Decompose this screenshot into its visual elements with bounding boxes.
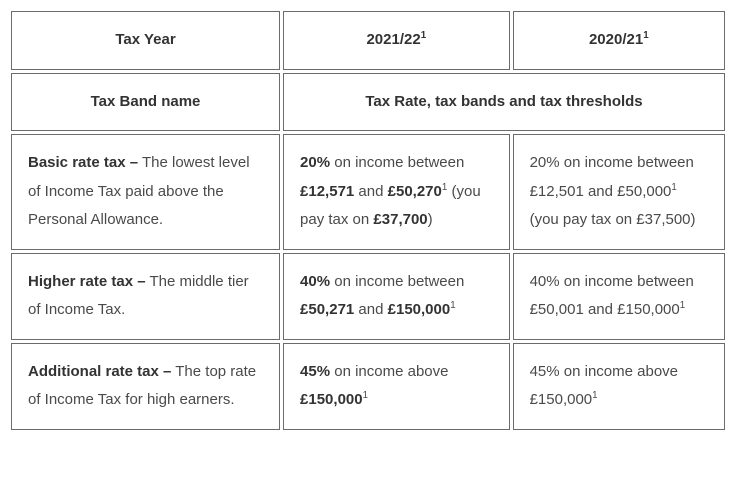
band-description: Additional rate tax – The top rate of In… <box>11 343 280 430</box>
header-year-2021: 2021/221 <box>283 11 510 70</box>
band-description: Higher rate tax – The middle tier of Inc… <box>11 253 280 340</box>
band-name-label: Higher rate tax – <box>28 273 146 290</box>
rate-2021: 45% on income above £150,0001 <box>283 343 510 430</box>
rate-2020: 40% on income between £50,001 and £150,0… <box>513 253 725 340</box>
header-row-2: Tax Band name Tax Rate, tax bands and ta… <box>11 73 725 132</box>
table-row: Basic rate tax – The lowest level of Inc… <box>11 134 725 250</box>
band-name-label: Basic rate tax – <box>28 154 138 171</box>
table-row: Additional rate tax – The top rate of In… <box>11 343 725 430</box>
header-row-1: Tax Year 2021/221 2020/211 <box>11 11 725 70</box>
band-name-label: Additional rate tax – <box>28 363 171 380</box>
header-tax-year: Tax Year <box>11 11 280 70</box>
rate-2020: 45% on income above £150,0001 <box>513 343 725 430</box>
tax-table: Tax Year 2021/221 2020/211 Tax Band name… <box>8 8 728 433</box>
rate-2021: 20% on income between £12,571 and £50,27… <box>283 134 510 250</box>
band-description: Basic rate tax – The lowest level of Inc… <box>11 134 280 250</box>
header-year-2020: 2020/211 <box>513 11 725 70</box>
rate-2020: 20% on income between £12,501 and £50,00… <box>513 134 725 250</box>
header-band-name: Tax Band name <box>11 73 280 132</box>
rate-2021: 40% on income between £50,271 and £150,0… <box>283 253 510 340</box>
header-rate-merged: Tax Rate, tax bands and tax thresholds <box>283 73 725 132</box>
table-row: Higher rate tax – The middle tier of Inc… <box>11 253 725 340</box>
